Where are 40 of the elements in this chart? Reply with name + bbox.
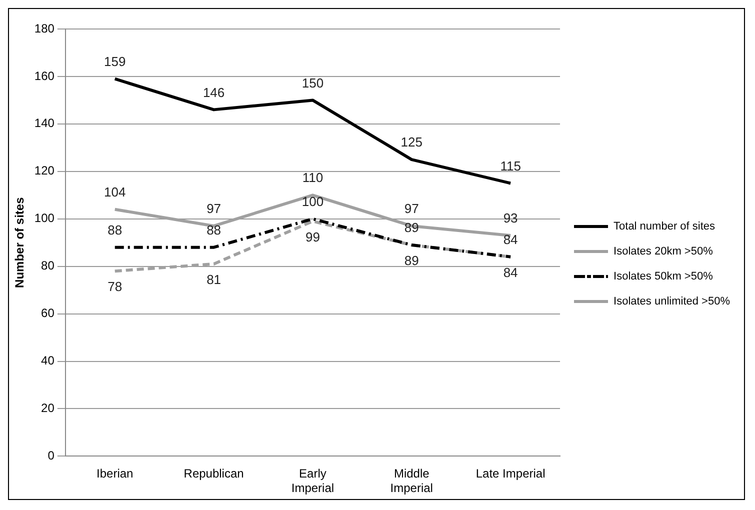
legend-label: Isolates unlimited >50% bbox=[614, 296, 730, 308]
y-tick-label: 60 bbox=[41, 306, 55, 320]
legend-label: Total number of sites bbox=[614, 220, 716, 233]
data-label: 115 bbox=[500, 158, 521, 174]
y-tick-label: 120 bbox=[34, 164, 55, 178]
x-tick-label: Iberian bbox=[96, 466, 134, 481]
y-tick-label: 40 bbox=[41, 354, 55, 368]
data-label: 88 bbox=[206, 222, 222, 238]
data-label: 81 bbox=[206, 272, 222, 288]
y-tick-label: 0 bbox=[48, 448, 55, 463]
x-tick-label: Republican bbox=[184, 466, 244, 481]
y-axis-title: Number of sites bbox=[12, 196, 27, 288]
y-tick-label: 140 bbox=[34, 116, 55, 130]
y-tick-label: 80 bbox=[41, 258, 55, 273]
x-tick-label: Late Imperial bbox=[476, 466, 546, 481]
x-tick-label: Middle Imperial bbox=[390, 466, 433, 496]
data-label: 150 bbox=[302, 75, 324, 90]
data-label: 84 bbox=[503, 232, 518, 247]
data-label: 99 bbox=[305, 229, 320, 244]
data-label: 100 bbox=[302, 194, 324, 209]
x-tick-label: Early Imperial bbox=[291, 466, 334, 496]
data-label: 97 bbox=[206, 201, 222, 216]
data-label: 159 bbox=[104, 54, 126, 69]
data-label: 88 bbox=[108, 222, 122, 238]
legend-label: Isolates 20km >50% bbox=[614, 246, 714, 258]
y-tick-label: 20 bbox=[41, 401, 55, 416]
data-label: 125 bbox=[400, 134, 422, 150]
y-tick-label: 160 bbox=[34, 68, 55, 83]
legend-label: Isolates 50km >50% bbox=[614, 270, 714, 283]
y-tick-label: 180 bbox=[34, 21, 55, 36]
data-label: 78 bbox=[108, 279, 122, 294]
data-label: 97 bbox=[404, 201, 419, 216]
data-label: 110 bbox=[302, 170, 324, 186]
data-label: 89 bbox=[404, 220, 419, 236]
data-label: 93 bbox=[503, 210, 518, 226]
data-label: 146 bbox=[202, 84, 225, 100]
data-label: 84 bbox=[503, 264, 518, 280]
data-label: 104 bbox=[104, 184, 126, 200]
y-tick-label: 100 bbox=[34, 211, 55, 226]
data-label: 89 bbox=[404, 253, 419, 268]
